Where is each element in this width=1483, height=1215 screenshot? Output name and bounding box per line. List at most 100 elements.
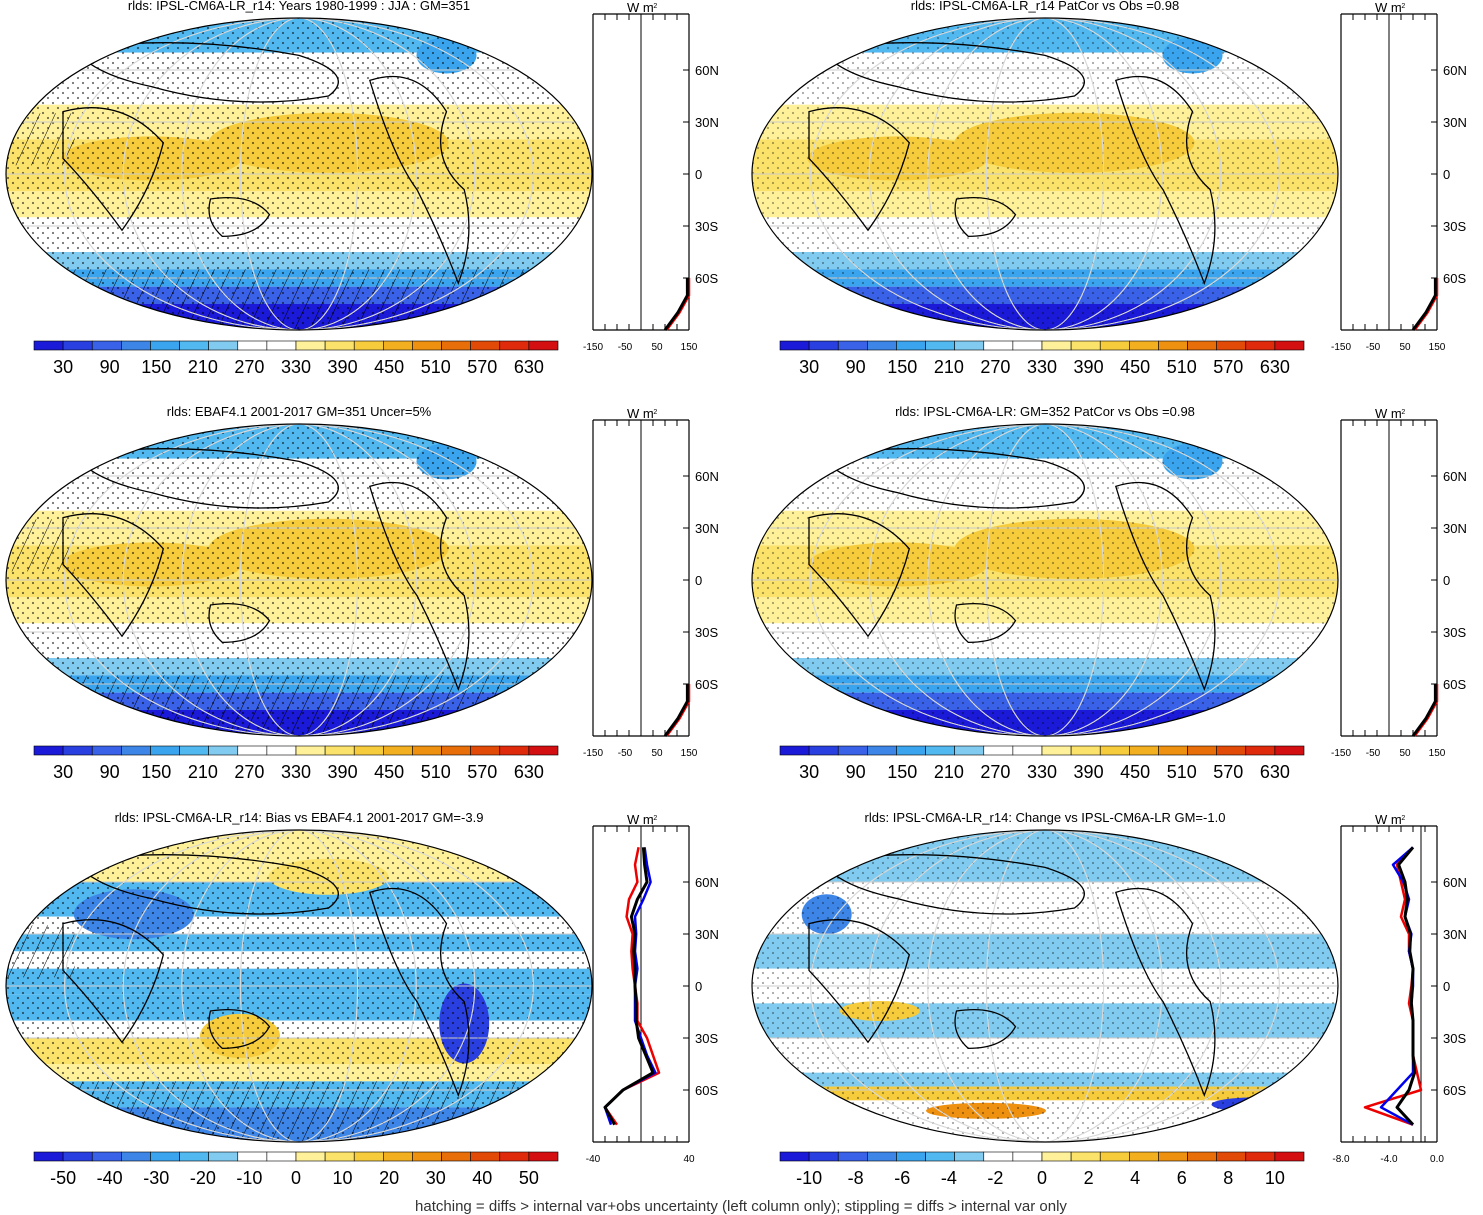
colorbar-swatch <box>383 340 413 351</box>
colorbar-swatch <box>62 340 93 351</box>
colorbar-label: -30 <box>143 1168 169 1188</box>
colorbar-swatch <box>324 745 355 756</box>
colorbar-swatch <box>121 745 151 756</box>
colorbar-label: 510 <box>1167 357 1197 377</box>
colorbar-swatch <box>1012 340 1043 351</box>
colorbar-swatch <box>470 1151 501 1162</box>
colorbar-swatch <box>1274 340 1305 351</box>
colorbar-swatch <box>1099 340 1130 351</box>
colorbar-swatch <box>441 745 471 756</box>
colorbar-swatch <box>91 340 122 351</box>
lat-label: 0 <box>695 979 702 994</box>
colorbar-swatch <box>121 340 151 351</box>
colorbar-label: 270 <box>234 762 264 782</box>
colorbar-label: 6 <box>1177 1168 1187 1188</box>
colorbar-swatch <box>266 745 297 756</box>
colorbar-label: 150 <box>887 357 917 377</box>
coastline <box>1114 76 1216 286</box>
graticule-lon <box>810 424 1280 736</box>
zonal-series-black <box>663 278 689 331</box>
zonal-unit-sup: -2 <box>651 409 657 416</box>
colorbar-swatch <box>237 745 268 756</box>
colorbar-swatch <box>179 745 209 756</box>
zonal-unit: W m <box>627 812 654 827</box>
colorbar-label: 450 <box>1120 762 1150 782</box>
colorbar-label: 570 <box>467 357 497 377</box>
zonal-xlabel: 150 <box>1429 342 1446 353</box>
colorbar-swatch <box>1099 1151 1130 1162</box>
lat-label: 60N <box>695 875 719 890</box>
colorbar-label: -40 <box>97 1168 123 1188</box>
colorbar-label: 2 <box>1084 1168 1094 1188</box>
zonal-series-black <box>663 684 689 737</box>
map-field <box>6 18 592 330</box>
colorbar-swatch <box>295 1151 326 1162</box>
colorbar-swatch <box>208 340 239 351</box>
colorbar-swatch <box>1158 340 1188 351</box>
colorbar-label: 20 <box>379 1168 399 1188</box>
zonal-unit: W m <box>627 0 654 15</box>
zonal-unit: W m <box>1375 812 1402 827</box>
colorbar-label: 210 <box>188 762 218 782</box>
colorbar-label: 330 <box>1027 357 1057 377</box>
graticule-lon <box>122 424 476 736</box>
coastline <box>1114 888 1216 1098</box>
graticule-lon <box>868 830 1222 1142</box>
colorbar-swatch <box>867 745 897 756</box>
footer-note: hatching = diffs > internal var+obs unce… <box>415 1198 1067 1215</box>
colorbar-swatch <box>1070 745 1101 756</box>
coastline <box>819 448 1085 509</box>
graticule-lon <box>181 424 417 736</box>
colorbar-swatch <box>983 1151 1014 1162</box>
zonal-unit: W m <box>627 406 654 421</box>
colorbar-label: 630 <box>1260 762 1290 782</box>
colorbar-swatch <box>295 340 326 351</box>
colorbar-swatch <box>983 340 1014 351</box>
zonal-xlabel: -50 <box>618 342 633 353</box>
colorbar-swatch <box>150 745 180 756</box>
coastline <box>208 196 271 238</box>
coastline <box>62 919 165 1044</box>
colorbar-swatch <box>1041 745 1072 756</box>
colorbar-swatch <box>470 340 501 351</box>
zonal-unit: W m <box>1375 406 1402 421</box>
zonal-xlabel: -40 <box>586 1154 601 1165</box>
colorbar-swatch <box>470 745 501 756</box>
colorbar-label: 210 <box>934 357 964 377</box>
map-field <box>752 424 1338 736</box>
colorbar-label: -6 <box>894 1168 910 1188</box>
panel-2: rlds: IPSL-CM6A-LR_r14 PatCor vs Obs =0.… <box>751 0 1467 377</box>
coastline <box>208 602 271 644</box>
lat-label: 60S <box>1443 271 1466 286</box>
colorbar-swatch <box>954 1151 985 1162</box>
colorbar-swatch <box>867 1151 897 1162</box>
graticule-lon <box>985 424 1105 736</box>
colorbar-swatch <box>808 340 839 351</box>
colorbar-swatch <box>896 745 926 756</box>
colorbar-label: -2 <box>987 1168 1003 1188</box>
map-border <box>5 423 593 737</box>
lat-label: 60S <box>695 677 718 692</box>
zonal-unit-sup: -2 <box>1399 3 1405 10</box>
colorbar-label: 30 <box>799 357 819 377</box>
zonal-xlabel: -150 <box>1331 748 1351 759</box>
graticule-lon <box>985 830 1105 1142</box>
colorbar-swatch <box>1187 745 1217 756</box>
graticule-lon <box>985 18 1105 330</box>
colorbar-swatch <box>383 1151 413 1162</box>
coastline <box>368 76 470 286</box>
colorbar-swatch <box>324 340 355 351</box>
zonal-xlabel: 50 <box>651 748 663 759</box>
colorbar-label: 390 <box>328 357 358 377</box>
colorbar-label: 40 <box>472 1168 492 1188</box>
zonal-xlabel: -50 <box>1366 748 1381 759</box>
colorbar-label: 150 <box>887 762 917 782</box>
colorbar-swatch <box>324 1151 355 1162</box>
lat-label: 30S <box>1443 625 1466 640</box>
colorbar-label: 510 <box>421 762 451 782</box>
colorbar-swatch <box>499 340 530 351</box>
zonal-xlabel: 50 <box>1399 342 1411 353</box>
colorbar-label: 270 <box>234 357 264 377</box>
graticule-lon <box>927 830 1163 1142</box>
colorbar-swatch <box>1274 745 1305 756</box>
